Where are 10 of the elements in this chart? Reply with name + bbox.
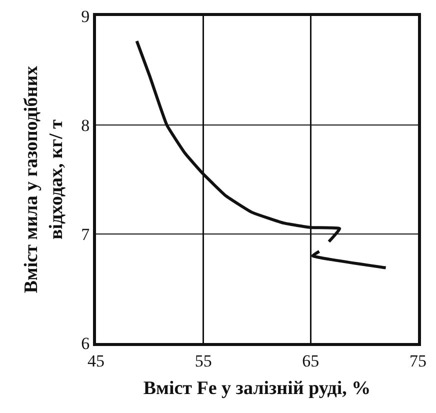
y-tick-label: 7 <box>81 224 90 244</box>
x-axis-title: Вміст Fe у залізній руді, % <box>143 378 371 400</box>
y-tick-label: 9 <box>81 6 90 26</box>
x-tick-label: 45 <box>88 351 104 370</box>
x-tick-label: 75 <box>410 351 426 370</box>
x-tick-label: 65 <box>302 351 320 370</box>
x-tick-label: 55 <box>194 351 212 370</box>
y-tick-label: 6 <box>81 334 90 353</box>
y-tick-label: 8 <box>81 116 90 135</box>
y-axis-title: Вміст мила у газоподібних відходах, кг/ т <box>21 65 67 294</box>
